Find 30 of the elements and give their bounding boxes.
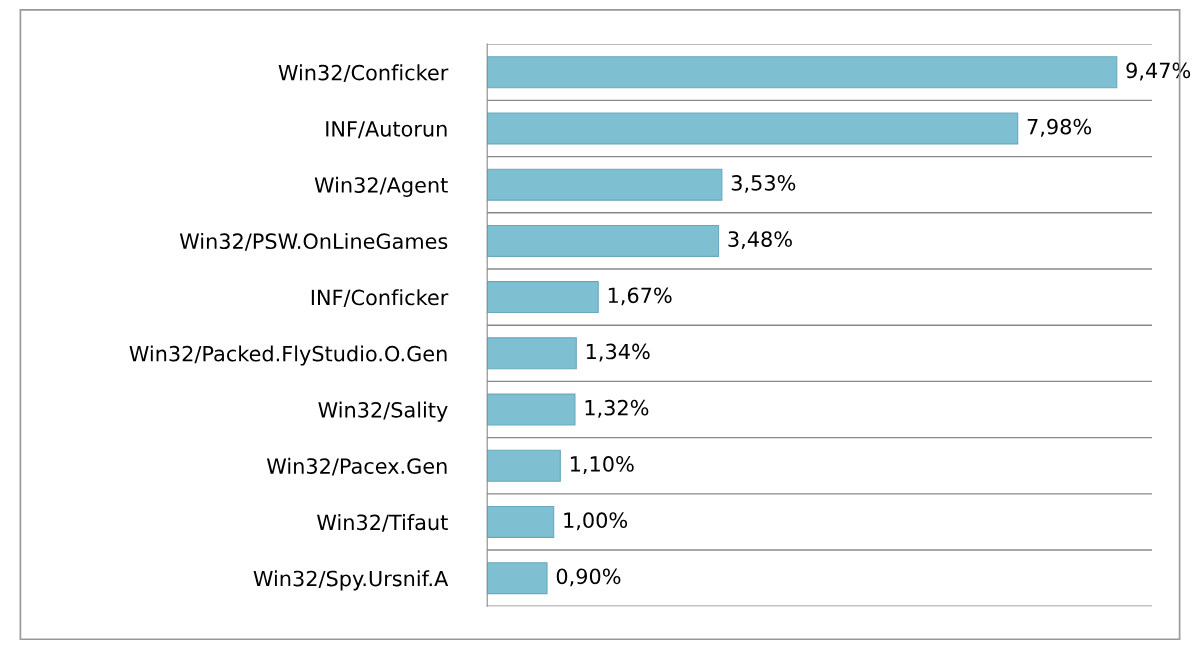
data-label: 1,34% xyxy=(586,343,650,362)
bar xyxy=(487,562,548,595)
data-label: 1,10% xyxy=(570,456,634,474)
bar xyxy=(487,224,720,257)
data-label: 7,98% xyxy=(1027,118,1092,137)
bar xyxy=(487,393,576,426)
y-tick-label: Win32/Tifaut xyxy=(317,514,448,532)
y-tick-label: Win32/Pacex.Gen xyxy=(266,457,447,476)
y-tick-label: Win32/Sality xyxy=(318,401,448,422)
data-label: 1,00% xyxy=(564,512,628,531)
bar xyxy=(487,56,1118,89)
y-tick-label: INF/Autorun xyxy=(326,121,447,139)
data-label: 3,53% xyxy=(731,174,796,193)
y-tick-label: Win32/Conficker xyxy=(278,64,449,83)
data-label: 3,48% xyxy=(728,231,792,250)
bar xyxy=(487,281,599,314)
y-tick-label: Win32/Agent xyxy=(314,176,448,197)
bar xyxy=(487,112,1019,145)
bar xyxy=(487,505,555,538)
y-tick-label: Win32/Spy.Ursnif.A xyxy=(253,570,449,591)
bar xyxy=(487,168,723,201)
y-tick-label: Win32/Packed.FlyStudio.O.Gen xyxy=(129,345,447,366)
data-label: 0,90% xyxy=(556,568,621,587)
bar xyxy=(487,337,577,370)
bar xyxy=(487,449,561,482)
data-label: 1,32% xyxy=(585,399,649,418)
y-tick-label: INF/Conficker xyxy=(311,289,449,307)
data-label: 1,67% xyxy=(608,287,672,306)
y-tick-label: Win32/PSW.OnLineGames xyxy=(179,232,448,251)
data-label: 9,47% xyxy=(1126,62,1191,81)
